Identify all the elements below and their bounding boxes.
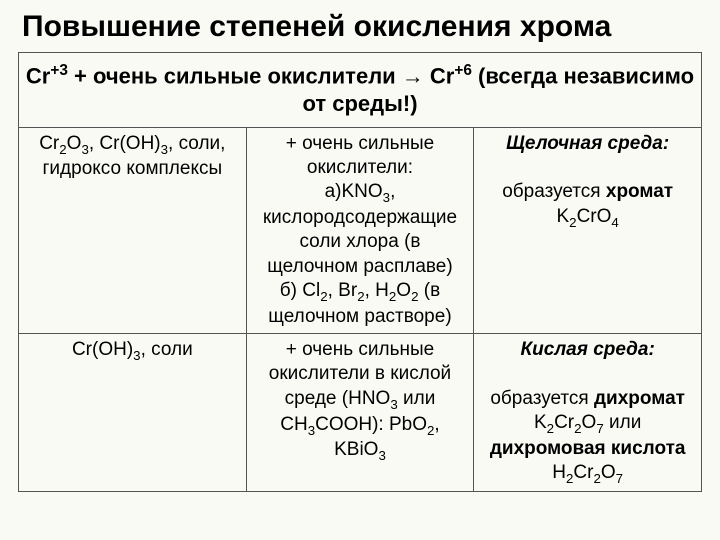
oxidation-table: Cr+3 + очень сильные окислители → Cr+6 (… [18,52,702,492]
sub: 3 [133,348,140,363]
txt: Cr(OH) [72,339,133,360]
sub: 2 [574,421,581,436]
cell-r2c3: Кислая среда: образуется дихромат K2Cr2O… [474,334,702,492]
sub: 2 [569,214,576,229]
env-label: Щелочная среда: [506,133,669,154]
txt: O [396,280,411,301]
txt: образуется [502,181,606,202]
txt: K [534,412,547,433]
txt: O [582,412,597,433]
table-row: Cr2O3, Cr(OH)3, соли, гидроксо комплексы… [19,127,702,334]
sub: 2 [320,289,327,304]
sub: 3 [390,397,397,412]
txt: H [552,462,566,483]
sub: 2 [593,471,600,486]
txt: хромат [606,181,673,202]
cell-r1c3: Щелочная среда: образуется хромат K2CrO4 [474,127,702,334]
hdr-sup1: +3 [50,62,68,79]
sub: 3 [161,141,168,156]
sub: 2 [357,289,364,304]
sub: 3 [81,141,88,156]
hdr-sup2: +6 [454,62,472,79]
txt: дихромовая кислота [490,438,686,459]
sub: 3 [308,422,315,437]
txt: , соли [141,339,193,360]
env-label: Кислая среда: [520,339,654,360]
txt: а)KNO [325,181,383,202]
txt: дихромат [594,388,685,409]
slide: Повышение степеней окисления хрома Cr+3 … [0,0,720,540]
page-title: Повышение степеней окисления хрома [18,10,702,44]
txt: COOH): PbO [315,414,427,435]
sub: 7 [596,421,603,436]
sub: 2 [547,421,554,436]
txt: + очень сильные окислители: [286,133,434,178]
sub: 4 [611,214,618,229]
sub: 2 [59,141,66,156]
cell-r2c2: + очень сильные окислители в кислой сред… [246,334,474,492]
txt: O [67,133,82,154]
txt: , Br [328,280,358,301]
txt: Cr [554,412,574,433]
txt: , H [365,280,389,301]
txt: или [604,412,642,433]
sub: 3 [378,448,385,463]
table-row: Cr(OH)3, соли + очень сильные окислители… [19,334,702,492]
txt: Cr [573,462,593,483]
txt: K [556,206,569,227]
hdr-mid: + очень сильные окислители → Cr [68,63,454,88]
txt: Cr [39,133,59,154]
cell-r1c1: Cr2O3, Cr(OH)3, соли, гидроксо комплексы [19,127,247,334]
txt: CrO [577,206,612,227]
sub: 3 [383,190,390,205]
txt: образуется [490,388,594,409]
txt: , Cr(OH) [89,133,161,154]
txt: O [601,462,616,483]
hdr-cr1: Cr [26,63,50,88]
txt: б) Cl [280,280,320,301]
cell-r1c2: + очень сильные окислители: а)KNO3, кисл… [246,127,474,334]
sub: 7 [616,471,623,486]
cell-r2c1: Cr(OH)3, соли [19,334,247,492]
header-cell: Cr+3 + очень сильные окислители → Cr+6 (… [19,53,702,128]
table-header-row: Cr+3 + очень сильные окислители → Cr+6 (… [19,53,702,128]
